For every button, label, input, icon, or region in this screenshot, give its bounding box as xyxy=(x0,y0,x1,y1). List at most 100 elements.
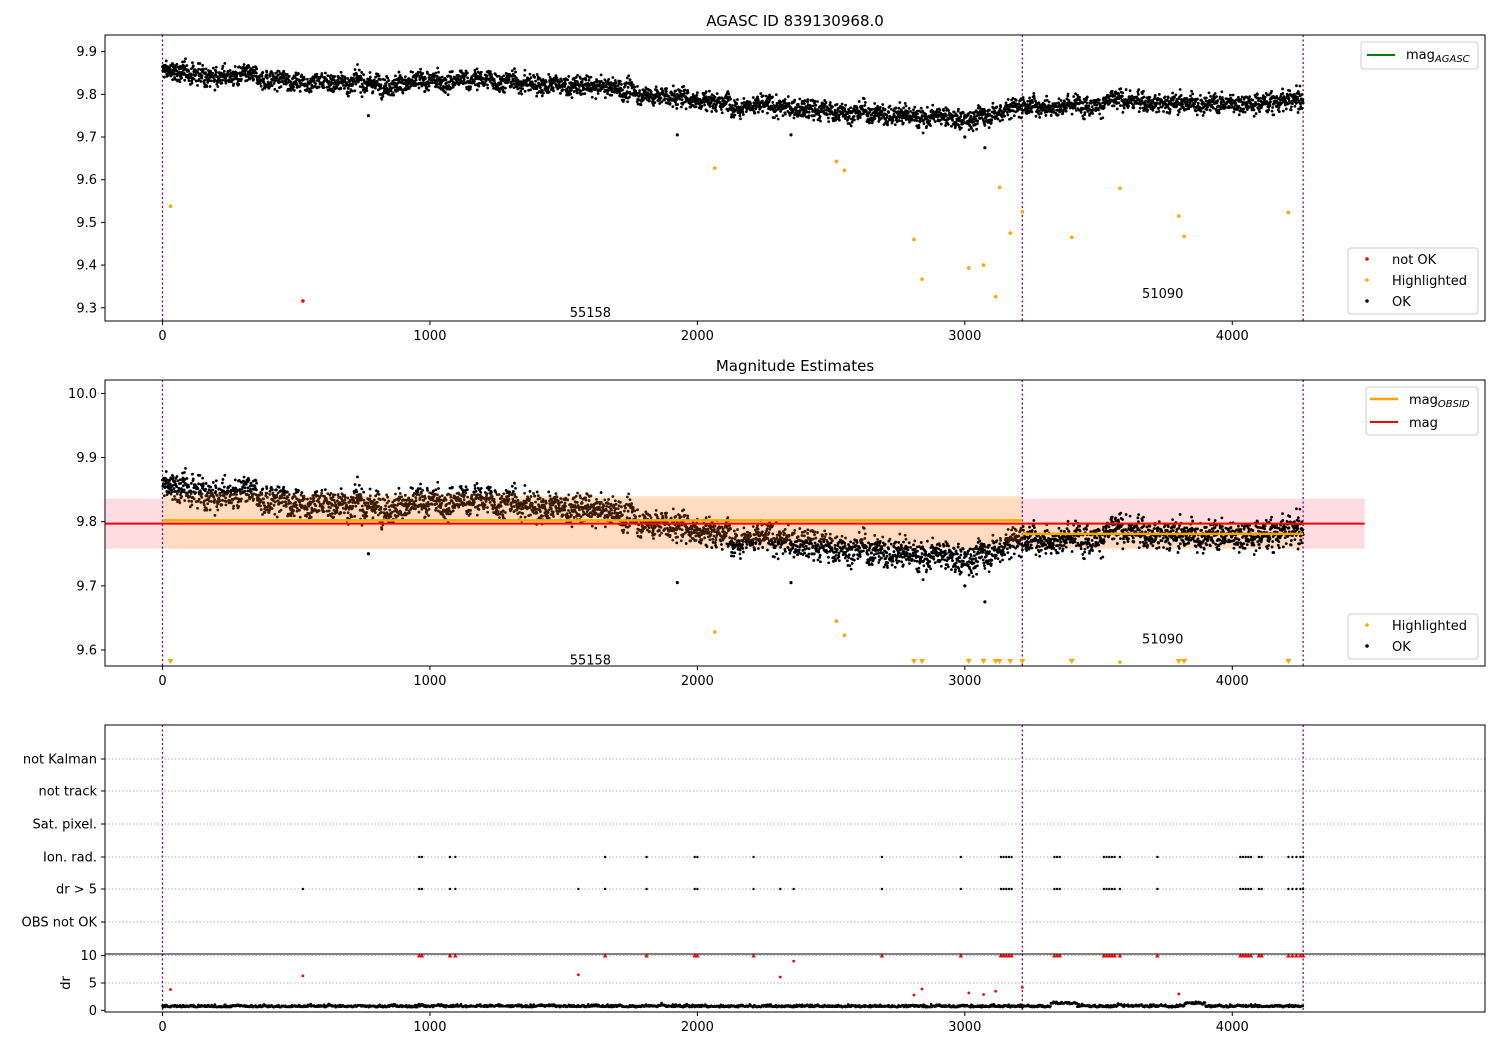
ok-point xyxy=(173,480,177,483)
ok-point xyxy=(297,498,301,502)
ok-point xyxy=(963,135,967,139)
ok-point xyxy=(173,78,177,81)
ok-point xyxy=(638,89,642,93)
ok-point xyxy=(959,115,963,118)
ok-point xyxy=(225,79,228,83)
ok-point xyxy=(202,67,205,71)
ok-point xyxy=(221,67,224,70)
ok-point xyxy=(387,82,391,86)
not-ok-point xyxy=(301,299,305,303)
ok-point xyxy=(1242,107,1246,111)
ok-point xyxy=(281,500,284,504)
ok-point xyxy=(1120,94,1124,98)
ok-point xyxy=(1224,106,1227,109)
ok-point xyxy=(265,76,269,80)
ok-point xyxy=(894,106,898,110)
ok-point xyxy=(1289,105,1293,109)
ok-point xyxy=(813,99,817,103)
ok-point xyxy=(731,104,734,107)
ok-point xyxy=(438,76,442,80)
ok-point xyxy=(1003,114,1007,118)
ok-point xyxy=(1137,110,1141,114)
ok-point xyxy=(175,62,179,66)
ok-point xyxy=(789,133,793,137)
ok-point xyxy=(590,95,594,99)
ok-point xyxy=(317,509,321,513)
ok-point xyxy=(200,76,204,80)
ok-point xyxy=(384,84,388,88)
ok-point xyxy=(225,500,228,503)
ok-point xyxy=(1252,114,1256,118)
ok-point xyxy=(603,96,607,100)
ok-point xyxy=(1281,92,1285,95)
ok-point xyxy=(1142,89,1145,93)
ok-point xyxy=(620,83,623,86)
ok-point xyxy=(474,83,477,87)
legend-ok-marker xyxy=(1365,299,1369,303)
ok-point xyxy=(807,110,811,114)
ok-point xyxy=(232,82,236,86)
ok-point xyxy=(473,74,477,78)
ok-point xyxy=(741,110,745,114)
ok-point xyxy=(497,74,501,78)
highlighted-point xyxy=(1286,210,1291,215)
ok-point xyxy=(661,90,665,94)
ok-point xyxy=(587,78,591,82)
ok-point xyxy=(932,117,936,121)
ok-point xyxy=(302,494,306,498)
ok-point xyxy=(246,70,250,74)
ok-point xyxy=(1248,95,1252,99)
ok-point xyxy=(653,101,657,105)
ok-point xyxy=(870,107,874,111)
ok-point xyxy=(908,120,911,124)
ok-point xyxy=(708,89,711,93)
ok-point xyxy=(570,88,573,92)
ok-point xyxy=(1196,97,1199,101)
ok-point xyxy=(614,81,618,85)
agasc-data-layer xyxy=(161,35,1305,321)
ok-point xyxy=(563,85,567,88)
ok-point xyxy=(1176,113,1180,117)
ok-point xyxy=(1191,92,1195,96)
y-tick-label: 9.6 xyxy=(76,173,97,188)
ok-point xyxy=(1157,92,1161,96)
ok-point xyxy=(211,66,215,70)
ok-point xyxy=(989,121,993,124)
ok-point xyxy=(1121,110,1125,114)
ok-point xyxy=(353,89,357,93)
x-tick-label: 3000 xyxy=(948,329,981,344)
ok-point xyxy=(216,85,220,88)
ok-point xyxy=(933,120,937,123)
ok-point xyxy=(283,493,286,497)
ok-point xyxy=(483,81,487,85)
ok-point xyxy=(296,71,300,75)
ok-point xyxy=(214,490,218,493)
ok-point xyxy=(321,506,325,510)
ok-point xyxy=(398,77,402,81)
ok-point xyxy=(351,82,355,86)
ok-point xyxy=(889,107,893,111)
ok-point xyxy=(312,499,316,503)
ok-point xyxy=(305,89,309,93)
ok-point xyxy=(668,101,672,105)
ok-point xyxy=(244,482,248,486)
ok-point xyxy=(200,495,204,499)
ok-point xyxy=(855,106,859,110)
ok-point xyxy=(575,91,579,95)
ok-point xyxy=(273,79,277,83)
ok-point xyxy=(242,63,246,66)
ok-point xyxy=(262,497,265,501)
ok-point xyxy=(457,74,461,78)
ok-point xyxy=(998,119,1002,123)
ok-point xyxy=(1208,108,1212,112)
ok-point xyxy=(418,77,422,80)
ok-point xyxy=(486,83,489,87)
ok-point xyxy=(1166,96,1170,100)
ok-point xyxy=(825,112,829,116)
ok-point xyxy=(610,93,614,97)
agasc-obsid-label-51090: 51090 xyxy=(1142,287,1183,302)
ok-point xyxy=(589,75,593,79)
ok-point xyxy=(417,86,421,90)
ok-point xyxy=(1112,104,1116,108)
highlighted-point xyxy=(1182,234,1186,239)
